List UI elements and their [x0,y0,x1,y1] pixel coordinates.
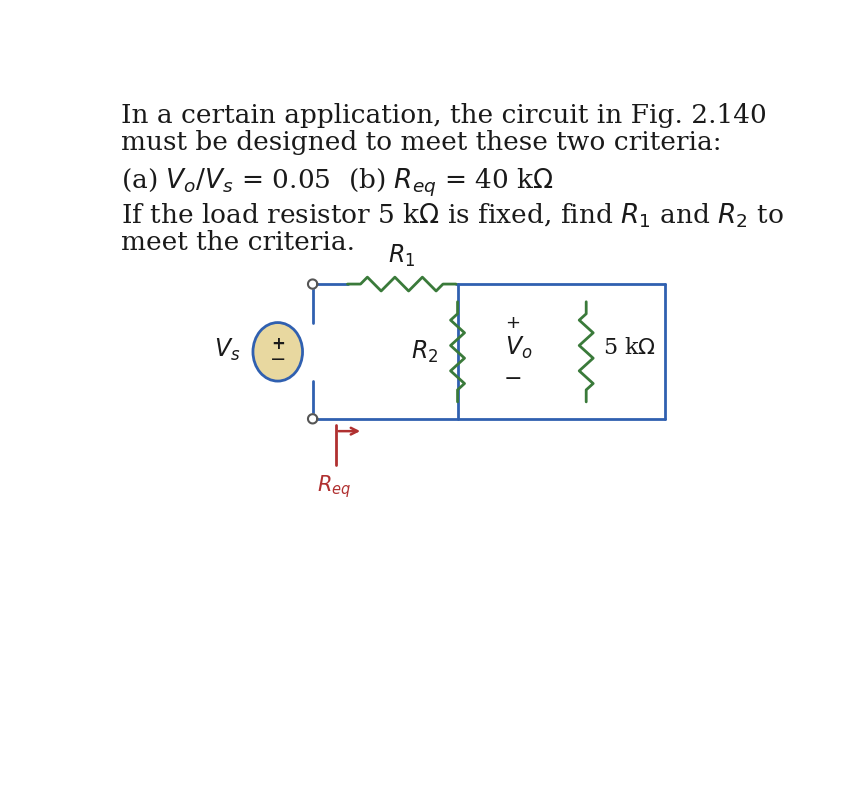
Text: (a) $V_o/V_s$ = 0.05: (a) $V_o/V_s$ = 0.05 [121,166,331,194]
Text: $R_{eq}$: $R_{eq}$ [317,473,352,499]
Ellipse shape [253,322,303,381]
Text: $V_o$: $V_o$ [505,335,533,361]
Text: If the load resistor 5 k$\Omega$ is fixed, find $R_1$ and $R_2$ to: If the load resistor 5 k$\Omega$ is fixe… [121,202,784,230]
Polygon shape [308,415,317,423]
Text: In a certain application, the circuit in Fig. 2.140: In a certain application, the circuit in… [121,103,767,128]
Text: $V_s$: $V_s$ [214,337,240,364]
Text: −: − [269,350,286,369]
Text: meet the criteria.: meet the criteria. [121,230,355,255]
Text: $R_2$: $R_2$ [411,339,438,365]
Polygon shape [308,280,317,288]
Text: (b) $R_{eq}$ = 40 k$\Omega$: (b) $R_{eq}$ = 40 k$\Omega$ [347,166,553,199]
Text: +: + [271,335,285,353]
Text: −: − [504,368,522,389]
Text: $R_1$: $R_1$ [388,242,415,269]
Text: +: + [505,314,520,331]
Text: 5 k$\Omega$: 5 k$\Omega$ [603,337,656,359]
Text: must be designed to meet these two criteria:: must be designed to meet these two crite… [121,130,722,155]
